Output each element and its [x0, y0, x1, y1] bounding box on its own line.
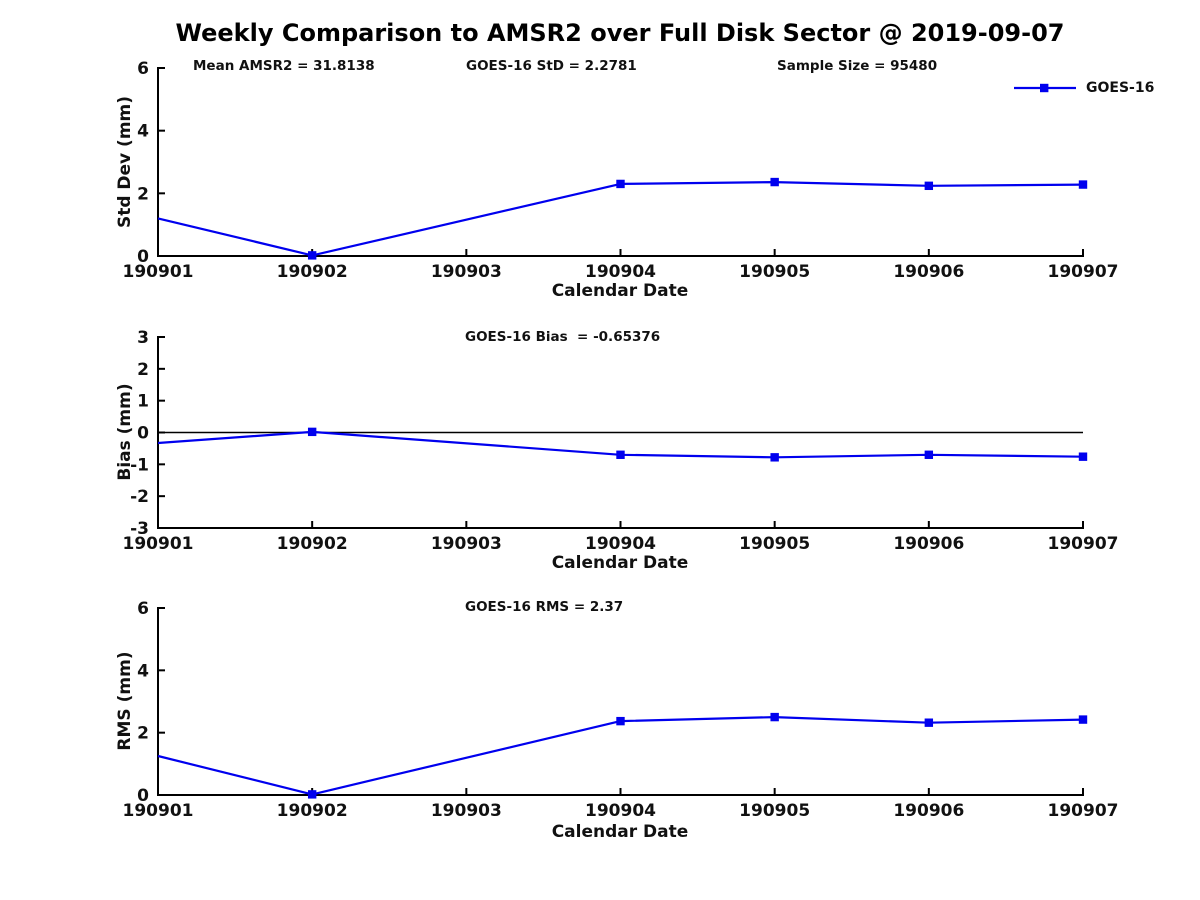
legend: GOES-16 — [1012, 80, 1154, 96]
std-dev-y-tick-label: 0 — [137, 247, 149, 267]
std-dev-x-tick-label: 190902 — [277, 262, 348, 282]
stddev-annotation-mean-amsr2: Mean AMSR2 = 31.8138 — [193, 58, 375, 74]
bias-x-axis-label: Calendar Date — [551, 553, 689, 573]
rms-series-line — [157, 716, 1084, 796]
std-dev-series-marker — [1078, 180, 1088, 189]
bias-y-tick-label: 1 — [137, 392, 149, 412]
rms-y-tick-label: 4 — [137, 661, 149, 681]
std-dev-series-marker — [924, 181, 934, 191]
bias-y-tick-label: -1 — [130, 455, 149, 475]
bias-series-marker — [924, 450, 934, 459]
std-dev-y-tick-label: 6 — [137, 59, 149, 79]
bias-y-axis-label: Bias (mm) — [115, 383, 135, 481]
rms-x-tick-label: 190906 — [893, 801, 964, 821]
bias-x-tick-label: 190903 — [431, 534, 502, 554]
stddev-annotation-sample-size: Sample Size = 95480 — [777, 58, 938, 74]
rms-series-marker — [770, 712, 779, 722]
bias-x-tick-label: 190902 — [277, 534, 348, 554]
bias-x-tick-label: 190905 — [739, 534, 810, 554]
rms-y-axis-label: RMS (mm) — [115, 651, 135, 751]
bias-series-marker — [616, 450, 625, 459]
rms-x-tick-label: 190905 — [739, 801, 810, 821]
std-dev-y-tick-label: 4 — [137, 122, 149, 142]
legend-swatch — [1014, 83, 1076, 93]
std-dev-x-tick-label: 190901 — [123, 262, 194, 282]
rms-series-marker — [924, 718, 934, 727]
rms-x-tick-label: 190907 — [1048, 801, 1119, 821]
bias-y-tick-label: -2 — [130, 487, 149, 507]
bias-series-marker — [1078, 452, 1088, 461]
std-dev-x-tick-label: 190906 — [893, 262, 964, 282]
std-dev-series-marker — [770, 177, 779, 187]
std-dev-y-tick-label: 2 — [137, 184, 149, 204]
rms-series-marker — [1078, 715, 1088, 724]
rms-y-tick-label: 2 — [137, 724, 149, 744]
stddev-annotation-goes16-std: GOES-16 StD = 2.2781 — [466, 58, 637, 74]
bias-series-marker — [770, 453, 779, 462]
rms-y-tick-label: 0 — [137, 786, 149, 806]
bias-y-tick-label: 3 — [137, 328, 149, 348]
rms-x-tick-label: 190901 — [123, 801, 194, 821]
rms-x-tick-label: 190902 — [277, 801, 348, 821]
legend-label: GOES-16 — [1086, 80, 1155, 96]
rms-x-tick-label: 190903 — [431, 801, 502, 821]
std-dev-x-tick-label: 190907 — [1048, 262, 1119, 282]
stddev-x-axis-label: Calendar Date — [551, 281, 689, 301]
rms-x-axis-label: Calendar Date — [551, 822, 689, 842]
bias-series-line — [157, 430, 1084, 459]
legend-marker-icon — [1040, 83, 1049, 93]
bias-y-tick-label: 2 — [137, 360, 149, 380]
bias-x-tick-label: 190904 — [585, 534, 656, 554]
stddev-y-axis-label: Std Dev (mm) — [115, 95, 135, 229]
rms-y-tick-label: 6 — [137, 599, 149, 619]
std-dev-x-tick-label: 190904 — [585, 262, 656, 282]
std-dev-x-tick-label: 190905 — [739, 262, 810, 282]
std-dev-series-marker — [307, 251, 317, 260]
bias-x-tick-label: 190901 — [123, 534, 194, 554]
bias-series-marker — [307, 427, 317, 437]
bias-annotation-goes16-bias: GOES-16 Bias = -0.65376 — [465, 329, 661, 345]
bias-y-tick-label: 0 — [137, 424, 149, 444]
bias-y-tick-label: -3 — [130, 519, 149, 539]
std-dev-x-tick-label: 190903 — [431, 262, 502, 282]
bias-x-tick-label: 190907 — [1048, 534, 1119, 554]
bias-x-tick-label: 190906 — [893, 534, 964, 554]
page-title: Weekly Comparison to AMSR2 over Full Dis… — [175, 19, 1065, 47]
rms-series-marker — [616, 716, 625, 726]
std-dev-series-marker — [616, 179, 625, 189]
rms-annotation-goes16-rms: GOES-16 RMS = 2.37 — [465, 599, 624, 615]
std-dev-series-line — [157, 181, 1084, 257]
rms-x-tick-label: 190904 — [585, 801, 656, 821]
rms-series-marker — [307, 790, 317, 799]
